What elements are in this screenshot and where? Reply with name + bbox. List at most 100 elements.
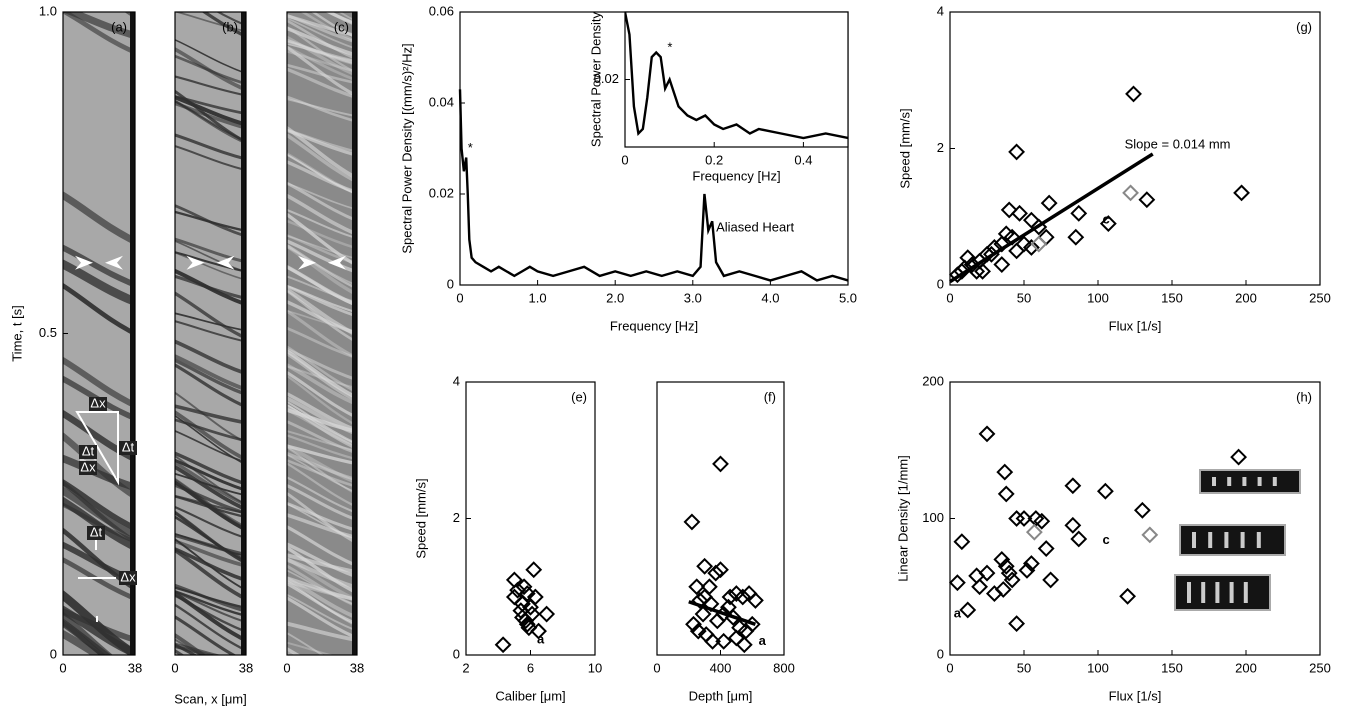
cell (1272, 477, 1277, 486)
panel-label: (a) (111, 19, 127, 34)
x-tick-label: 10 (588, 660, 602, 675)
annotation: c (1102, 212, 1109, 227)
data-point (712, 455, 729, 473)
data-point (688, 578, 706, 596)
x-tick-label: 0 (946, 660, 953, 675)
y-tick-label: 0.04 (429, 94, 454, 109)
data-point (509, 581, 527, 599)
x-tick-label: 100 (1087, 290, 1109, 305)
y-tick-label: 0 (453, 646, 460, 661)
cell (1256, 532, 1261, 548)
streak (282, 0, 362, 10)
cell (1257, 477, 1262, 486)
data-point (1022, 239, 1040, 256)
data-point (1015, 235, 1033, 253)
data-point (525, 561, 543, 579)
cell (1229, 582, 1234, 603)
x-axis-label: Flux [1/s] (1109, 688, 1162, 703)
data-point (1015, 510, 1033, 527)
data-point (691, 591, 709, 609)
x-tick-label: 38 (350, 660, 364, 675)
cell (1240, 532, 1245, 548)
x-tick-label: 0 (171, 660, 178, 675)
inset-line (625, 12, 848, 140)
data-point (993, 235, 1011, 253)
cell (1243, 582, 1248, 603)
data-point (1011, 204, 1028, 222)
inset-bg (625, 12, 848, 147)
data-point (959, 249, 977, 267)
plot-frame (174, 11, 247, 656)
cell-image (1199, 469, 1301, 494)
annotation: Δt (90, 524, 103, 539)
fit-line (688, 600, 756, 626)
data-point (683, 513, 701, 531)
x-tick-label: 150 (1161, 660, 1183, 675)
data-point (721, 588, 739, 606)
cell (1224, 532, 1229, 548)
label-bg (87, 526, 105, 540)
cell (1215, 582, 1220, 603)
label-bg (79, 445, 97, 459)
annotation: c (1102, 532, 1109, 547)
x-tick-label: 200 (1235, 660, 1257, 675)
data-point (1030, 235, 1048, 253)
x-tick-label: 4.0 (761, 290, 779, 305)
streak (287, 641, 334, 655)
data-point (734, 588, 752, 606)
x-tick-label: 100 (1087, 660, 1109, 675)
streak (287, 650, 298, 655)
x-tick-label: 2 (462, 660, 469, 675)
x-tick-label: 6 (527, 660, 534, 675)
annotation: * (667, 39, 672, 54)
data-point (948, 574, 966, 592)
plot-frame (656, 381, 785, 656)
data-point (1025, 523, 1043, 541)
x-tick-label: 0.4 (794, 152, 812, 167)
plot-frame (949, 11, 1321, 286)
data-point (963, 256, 981, 273)
x-tick-label: 38 (128, 660, 142, 675)
panel-label: (h) (1296, 389, 1312, 404)
data-point (689, 622, 707, 640)
x-tick-label: 250 (1309, 290, 1331, 305)
x-axis-label: Flux [1/s] (1109, 318, 1162, 333)
y-tick-label: 0.02 (429, 185, 454, 200)
x-tick-label: 2.0 (606, 290, 624, 305)
annotation: a (954, 605, 962, 620)
edge-band (352, 12, 357, 655)
data-point (1042, 571, 1060, 589)
data-point (520, 619, 538, 637)
data-point (538, 605, 556, 623)
annotation: Slope = 0.014 mm (1125, 137, 1231, 152)
triangle (75, 411, 119, 486)
streak (63, 527, 135, 592)
cell (1242, 477, 1247, 486)
data-point (694, 605, 712, 623)
annotation: * (468, 140, 473, 155)
x-tick-label: 0 (456, 290, 463, 305)
data-point (959, 601, 977, 619)
streak (170, 0, 251, 12)
data-point (993, 256, 1011, 273)
cell (1227, 477, 1232, 486)
streak (287, 646, 301, 655)
plot-frame (949, 381, 1321, 656)
arrowhead (328, 255, 346, 270)
panel-label: (b) (222, 19, 238, 34)
streak (175, 638, 202, 655)
x-tick-label: 0.2 (705, 152, 723, 167)
data-point (1000, 564, 1018, 582)
x-axis-label: Depth [μm] (689, 688, 753, 703)
x-axis-label: Frequency [Hz] (692, 168, 780, 183)
x-tick-label: 400 (710, 660, 732, 675)
data-point (1000, 201, 1018, 219)
arrowhead (105, 255, 123, 270)
y-axis-label: Linear Density [1/mm] (895, 455, 910, 581)
streak (287, 632, 325, 655)
data-point (1230, 448, 1248, 466)
y-tick-label: 0 (447, 276, 454, 291)
data-point (526, 588, 544, 606)
kymograph (282, 0, 362, 655)
